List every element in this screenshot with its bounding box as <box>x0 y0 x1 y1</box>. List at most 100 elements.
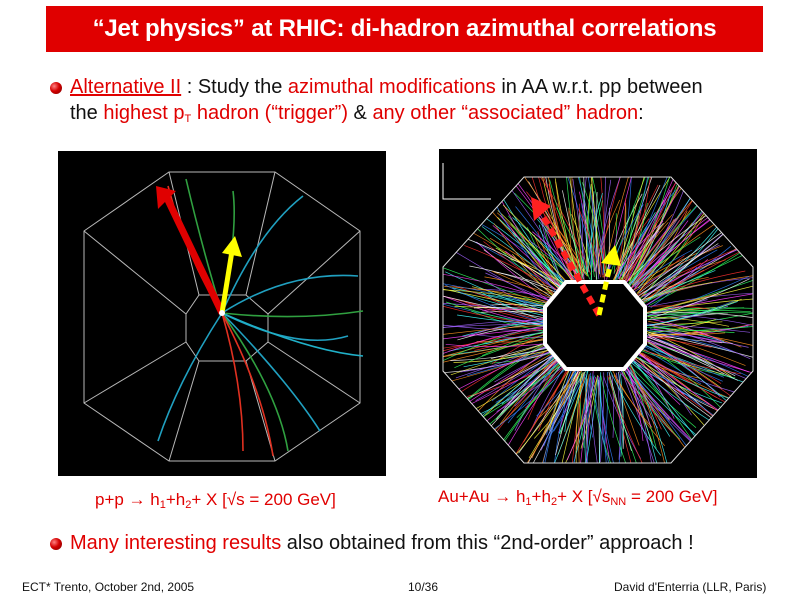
track-line <box>553 374 586 432</box>
track-line <box>443 295 553 320</box>
track-line <box>617 212 656 277</box>
track-line <box>638 262 701 304</box>
track-line <box>640 251 751 305</box>
pp-event-display <box>58 151 386 476</box>
track-line <box>454 306 549 314</box>
track-line <box>443 323 550 332</box>
track-line <box>498 358 567 451</box>
track-line <box>528 239 579 284</box>
track-line <box>649 325 753 332</box>
track-line <box>488 362 560 426</box>
track-line <box>584 370 594 463</box>
track-line <box>637 348 736 379</box>
track-line <box>631 219 675 286</box>
track-line <box>583 177 590 273</box>
track-line <box>631 357 681 406</box>
track-line <box>606 177 639 280</box>
track-line <box>534 177 593 278</box>
track-line <box>584 177 601 278</box>
track-line <box>625 364 652 427</box>
track-line <box>549 179 582 283</box>
track-line <box>598 379 601 463</box>
track-line <box>443 289 552 305</box>
track-line <box>650 324 751 360</box>
track-line <box>647 341 723 389</box>
track-line <box>618 370 670 419</box>
alternative-link: Alternative II <box>70 76 182 98</box>
track-line <box>476 241 552 303</box>
track-line <box>650 328 749 348</box>
track-line <box>648 276 750 316</box>
track-line <box>464 245 561 293</box>
track-line <box>445 342 552 347</box>
track-line <box>613 189 676 282</box>
title-bar: “Jet physics” at RHIC: di-hadron azimuth… <box>46 6 763 52</box>
track-line <box>448 330 555 352</box>
track-line <box>632 244 720 294</box>
track-line <box>650 305 710 310</box>
track-line <box>568 207 577 280</box>
track-line <box>645 293 718 313</box>
track-line <box>622 208 642 283</box>
track-line <box>644 350 742 375</box>
track-line <box>541 206 581 275</box>
track-line <box>480 291 547 322</box>
track-line <box>621 230 660 277</box>
track-line <box>460 350 553 373</box>
track-line <box>611 373 614 438</box>
footer-right: David d'Enterria (LLR, Paris) <box>614 580 767 594</box>
track-line <box>621 366 698 448</box>
track-line <box>615 221 664 276</box>
track-line <box>443 319 552 330</box>
track-line <box>483 241 558 298</box>
track-line <box>491 270 555 300</box>
track-line <box>482 308 549 311</box>
track-line <box>484 276 556 296</box>
track-line <box>643 354 692 416</box>
track-line <box>613 374 640 446</box>
track-line <box>600 177 605 280</box>
track-line <box>606 204 644 276</box>
track-line <box>651 307 753 312</box>
track-line <box>629 177 685 281</box>
track-line <box>620 369 662 463</box>
track-line <box>443 327 552 352</box>
track-line <box>531 365 577 459</box>
track-line <box>477 212 566 285</box>
track-line <box>639 281 713 302</box>
track-line <box>630 364 671 463</box>
track-line <box>641 245 746 298</box>
track-line <box>444 349 552 384</box>
track-line <box>475 352 558 402</box>
track-line <box>618 371 624 449</box>
track-line <box>650 278 750 319</box>
track-line <box>645 327 735 333</box>
auau-event-display <box>439 149 757 478</box>
track-line <box>646 323 751 333</box>
track-line <box>586 184 592 277</box>
track-line <box>587 192 603 274</box>
track-line <box>635 243 719 299</box>
track-line <box>632 236 701 286</box>
track-line <box>629 366 662 430</box>
track-line <box>641 347 702 385</box>
track-line <box>443 324 554 356</box>
track-line <box>565 177 583 282</box>
track-line <box>613 375 653 428</box>
track-line <box>609 369 662 456</box>
track-line <box>614 177 659 282</box>
track-line <box>469 317 550 337</box>
track-line <box>647 312 753 317</box>
track-line <box>646 336 750 373</box>
track-line <box>608 376 641 463</box>
track-line <box>623 177 670 279</box>
track-line <box>626 370 659 463</box>
track-line <box>463 354 556 401</box>
track-line <box>443 327 547 340</box>
track-line <box>537 177 582 279</box>
track-line <box>581 203 593 271</box>
track-line <box>444 284 545 323</box>
track-line <box>624 361 688 448</box>
track-line <box>589 377 605 463</box>
track-line <box>625 177 653 281</box>
